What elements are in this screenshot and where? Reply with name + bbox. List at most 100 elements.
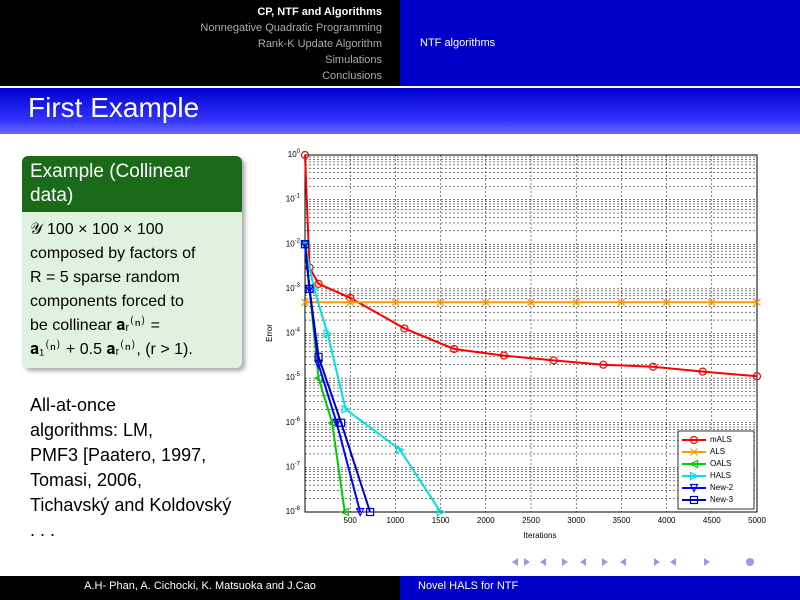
- x-tick-label: 500: [344, 516, 358, 525]
- block-title: Example (Collinear data): [22, 156, 242, 212]
- marker: [400, 324, 409, 333]
- legend-label: New-2: [710, 483, 734, 492]
- body-text: All-at-once algorithms: LM, PMF3 [Paatero,…: [30, 393, 270, 543]
- frame-title: First Example: [28, 92, 200, 123]
- marker: [499, 351, 508, 360]
- y-tick-label: 10-7: [286, 461, 301, 472]
- body-line: All-at-once: [30, 395, 117, 415]
- x-tick-label: 5000: [748, 516, 766, 525]
- y-axis-label: Error: [265, 324, 274, 342]
- marker: [752, 372, 762, 381]
- y-tick-label: 10-4: [286, 327, 301, 338]
- x-tick-label: 1000: [387, 516, 405, 525]
- marker: [689, 471, 699, 481]
- marker: [753, 298, 761, 307]
- marker: [707, 298, 716, 307]
- body-line: PMF3 [Paatero, 1997,: [30, 445, 207, 465]
- marker: [436, 507, 446, 517]
- block-line: components forced to: [30, 293, 184, 310]
- x-tick-label: 3500: [613, 516, 631, 525]
- legend-label: OALS: [710, 459, 731, 468]
- x-tick-label: 4500: [703, 516, 721, 525]
- y-tick-label: 10-8: [286, 506, 301, 517]
- marker: [323, 329, 333, 338]
- y-tick-label: 10-6: [286, 416, 301, 427]
- marker: [337, 418, 346, 427]
- header-left: [0, 0, 400, 86]
- section-item: Nonnegative Quadratic Programming: [200, 22, 382, 34]
- y-tick-label: 10-3: [286, 282, 301, 293]
- footer-title: Novel HALS for NTF: [418, 580, 519, 592]
- marker: [690, 448, 698, 456]
- marker: [301, 298, 309, 307]
- block-line: 𝒴 100 × 100 × 100: [30, 221, 164, 238]
- chart: Iterations Error 100 10-1 10-2 10-3 10-4 10-5…: [265, 149, 766, 541]
- marker: [339, 507, 349, 517]
- marker: [365, 507, 375, 517]
- marker: [527, 298, 535, 307]
- nav-icons: [512, 558, 754, 566]
- legend-label: mALS: [710, 435, 732, 444]
- marker: [314, 279, 323, 288]
- x-tick-label: 2500: [522, 516, 540, 525]
- block-line: composed by factors of: [30, 245, 196, 262]
- block-body: 𝒴 100 × 100 × 100 composed by factors of R…: [22, 212, 242, 368]
- section-list: CP, NTF and Algorithms Nonnegative Quadra…: [200, 4, 382, 84]
- y-tick-label: 10-1: [286, 193, 301, 204]
- body-line: Tichavský and Koldovský: [30, 495, 232, 515]
- section-item: Rank-K Update Algorithm: [257, 38, 382, 50]
- x-tick-label: 1500: [432, 516, 450, 525]
- marker: [341, 404, 351, 414]
- y-tick-label: 100: [288, 149, 301, 160]
- footer-right: [400, 576, 800, 600]
- marker: [300, 240, 310, 249]
- section-item: Conclusions: [322, 70, 382, 82]
- body-line: . . .: [30, 520, 56, 540]
- body-line: Tomasi, 2006,: [30, 470, 143, 490]
- legend-label: New-3: [710, 495, 734, 504]
- series: [300, 240, 375, 517]
- series-line: [304, 244, 372, 513]
- block-line: R = 5 sparse random: [30, 269, 180, 286]
- marker: [395, 445, 405, 455]
- x-axis-label: Iterations: [524, 531, 557, 540]
- footer-left: [0, 576, 400, 600]
- series: [301, 298, 761, 307]
- block-line: be collinear 𝐚ᵣ⁽ⁿ⁾ =: [30, 317, 160, 334]
- marker: [305, 284, 314, 293]
- legend-label: HALS: [710, 471, 731, 480]
- footer-authors: A.H- Phan, A. Cichocki, K. Matsuoka and …: [84, 580, 316, 592]
- body-line: algorithms: LM,: [30, 420, 154, 440]
- marker: [572, 298, 581, 307]
- series-line: [304, 244, 442, 513]
- marker: [689, 459, 699, 469]
- x-tick-label: 3000: [567, 516, 585, 525]
- section-item: CP, NTF and Algorithms: [257, 6, 382, 18]
- y-tick-label: 10-5: [286, 372, 301, 383]
- marker: [689, 483, 699, 493]
- subsection[interactable]: NTF algorithms: [420, 37, 496, 49]
- marker: [549, 356, 558, 365]
- marker: [355, 507, 365, 517]
- marker: [648, 362, 658, 371]
- marker: [617, 298, 626, 307]
- y-tick-label: 10-2: [286, 238, 301, 249]
- title-bar: [0, 88, 800, 134]
- marker: [450, 344, 459, 354]
- marker: [314, 352, 323, 361]
- marker: [599, 360, 608, 369]
- marker: [662, 298, 671, 307]
- marker: [309, 284, 319, 294]
- marker: [300, 150, 310, 160]
- marker: [689, 435, 699, 445]
- marker: [346, 298, 355, 307]
- header-right: [400, 0, 800, 86]
- block-line: 𝐚₁⁽ⁿ⁾ + 0.5 𝐚ᵣ⁽ⁿ⁾, (r > 1).: [30, 341, 193, 358]
- marker: [436, 298, 445, 307]
- plot-frame: [304, 154, 758, 513]
- marker: [481, 298, 490, 307]
- marker: [391, 298, 400, 307]
- x-tick-label: 4000: [658, 516, 676, 525]
- marker: [332, 418, 342, 428]
